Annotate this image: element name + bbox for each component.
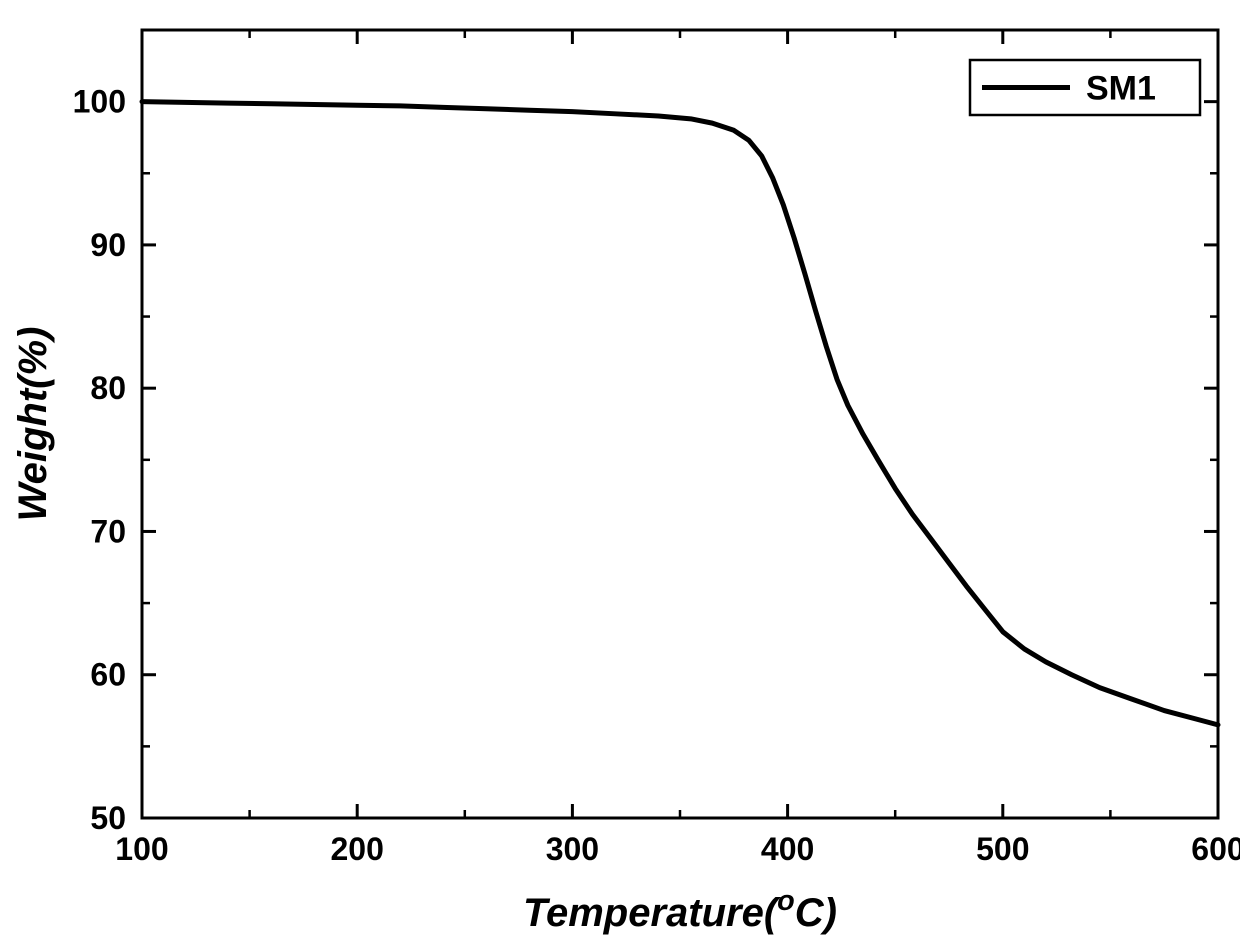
x-tick-label: 300 bbox=[546, 831, 599, 867]
x-tick-label: 600 bbox=[1191, 831, 1240, 867]
x-axis-title: Temperature(oC) bbox=[523, 885, 837, 935]
y-tick-label: 80 bbox=[90, 370, 126, 406]
y-tick-label: 90 bbox=[90, 227, 126, 263]
tga-chart: 100 200 300 400 500 600 50 60 70 80 90 100 Temperatu… bbox=[0, 0, 1240, 952]
y-axis-title: Weight(%) bbox=[11, 327, 55, 522]
series-SM1 bbox=[142, 102, 1218, 725]
x-tick-label: 400 bbox=[761, 831, 814, 867]
legend-label: SM1 bbox=[1086, 70, 1156, 108]
y-tick-label: 60 bbox=[90, 657, 126, 693]
y-tick-label: 100 bbox=[73, 84, 126, 120]
x-tick-label: 200 bbox=[331, 831, 384, 867]
chart-svg: 100 200 300 400 500 600 50 60 70 80 90 100 Temperatu… bbox=[0, 0, 1240, 952]
x-tick-label: 100 bbox=[115, 831, 168, 867]
y-tick-label: 70 bbox=[90, 513, 126, 549]
y-tick-label: 50 bbox=[90, 800, 126, 836]
x-tick-label: 500 bbox=[976, 831, 1029, 867]
